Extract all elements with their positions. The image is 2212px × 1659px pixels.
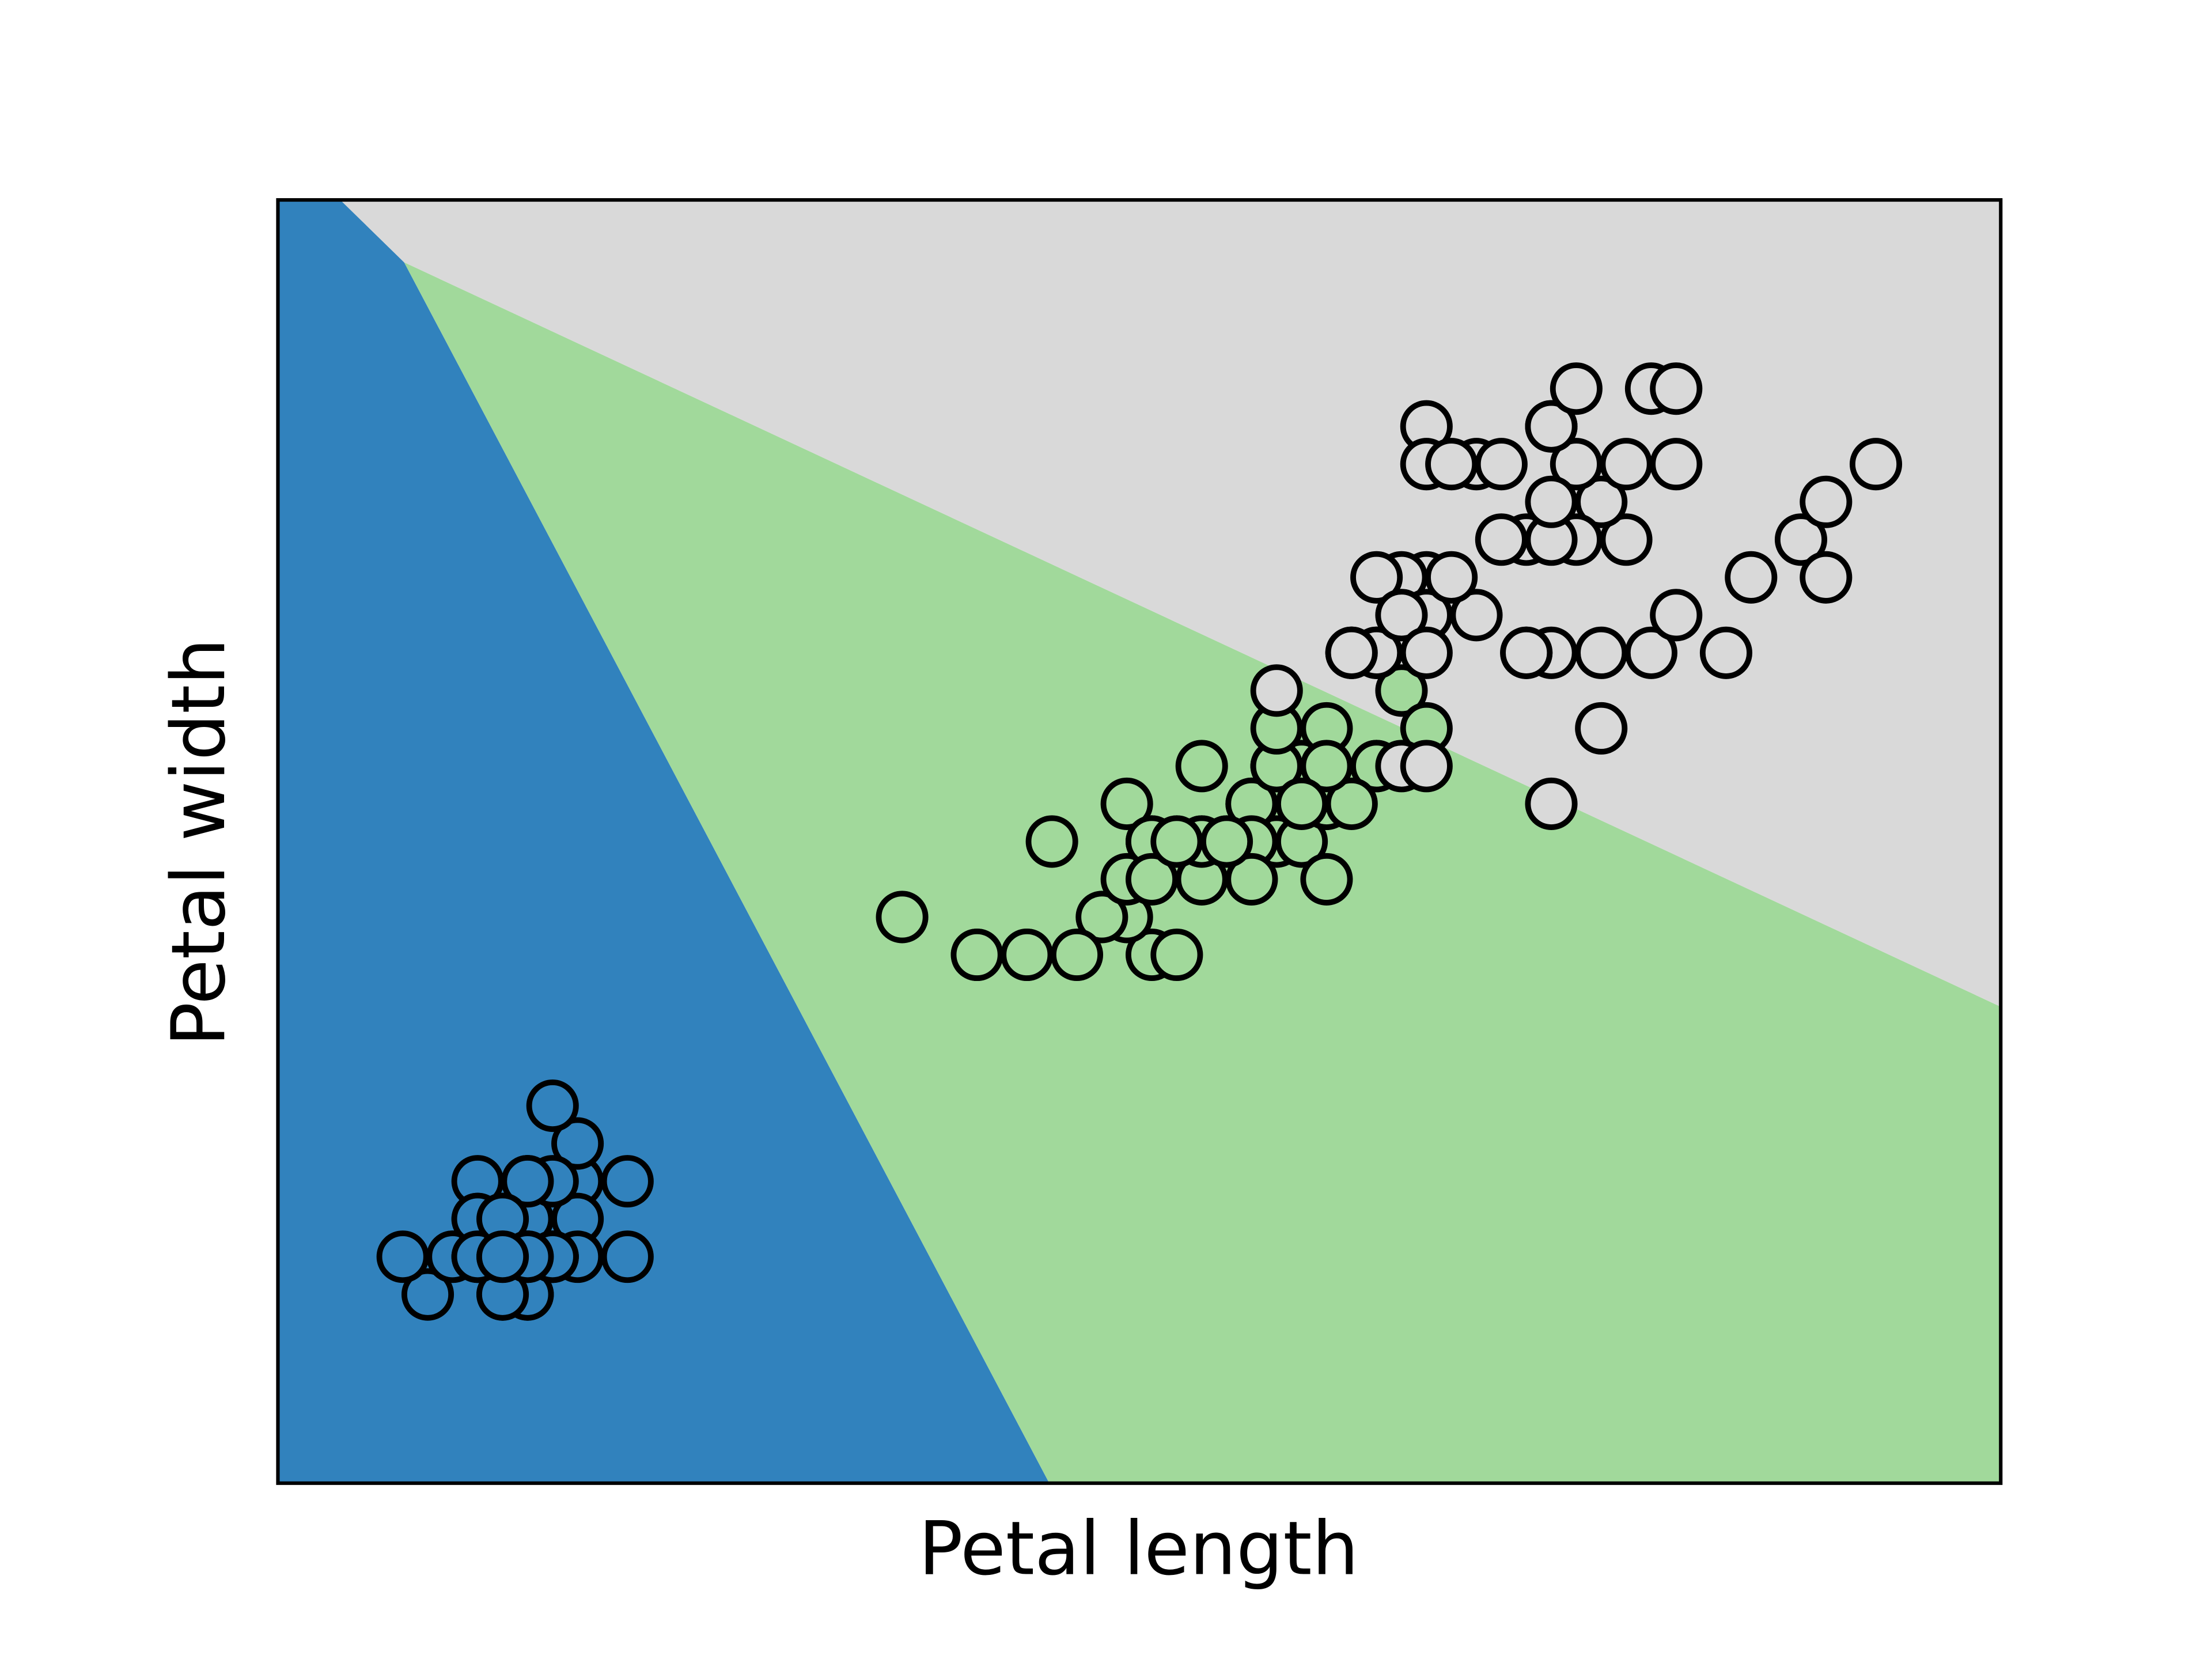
point [1575, 475, 1628, 528]
point [476, 1230, 529, 1283]
point [1575, 702, 1628, 755]
point [1725, 551, 1778, 604]
point [526, 1080, 579, 1132]
point [1175, 740, 1228, 793]
point [1150, 815, 1203, 868]
point [1425, 551, 1478, 604]
point [1100, 777, 1153, 830]
point [1300, 740, 1353, 793]
point [1400, 626, 1453, 679]
point [401, 1268, 454, 1321]
point [1125, 853, 1179, 906]
point [551, 1117, 604, 1170]
point [1800, 551, 1853, 604]
point [376, 1230, 429, 1283]
points [376, 362, 1903, 1321]
point [1001, 928, 1054, 982]
point [1624, 626, 1677, 679]
point [1325, 626, 1378, 679]
point [1550, 362, 1603, 415]
point [1275, 777, 1328, 830]
point [1150, 928, 1203, 982]
point [1450, 589, 1503, 642]
point [950, 928, 1003, 982]
point [1575, 626, 1628, 679]
x-axis-label: Petal length [918, 1506, 1358, 1592]
point [1650, 589, 1703, 642]
point [601, 1230, 654, 1283]
y-axis-label: Petal width [156, 638, 242, 1047]
point [1699, 626, 1752, 679]
point [1475, 513, 1528, 566]
point [1650, 438, 1703, 491]
point [1550, 438, 1603, 491]
point [1650, 362, 1703, 415]
point [1250, 664, 1303, 717]
point [1300, 853, 1353, 906]
point [1849, 438, 1903, 491]
point [1400, 740, 1453, 793]
point [1025, 815, 1078, 868]
point [1475, 438, 1528, 491]
point [1375, 589, 1428, 642]
point [1200, 815, 1253, 868]
point [1375, 664, 1428, 717]
point [1525, 475, 1578, 528]
point [876, 891, 929, 944]
point [1774, 513, 1828, 566]
point [501, 1155, 554, 1208]
point [601, 1155, 654, 1208]
point [1225, 853, 1278, 906]
point [1600, 438, 1653, 491]
point [1800, 475, 1853, 528]
point [1350, 551, 1403, 604]
point [1525, 400, 1578, 453]
point [1600, 513, 1653, 566]
point [1075, 891, 1128, 944]
plot-frame [276, 198, 2003, 1485]
point [1050, 928, 1104, 982]
point [1500, 626, 1553, 679]
point [1325, 777, 1378, 830]
point [1425, 438, 1478, 491]
point [1525, 777, 1578, 830]
